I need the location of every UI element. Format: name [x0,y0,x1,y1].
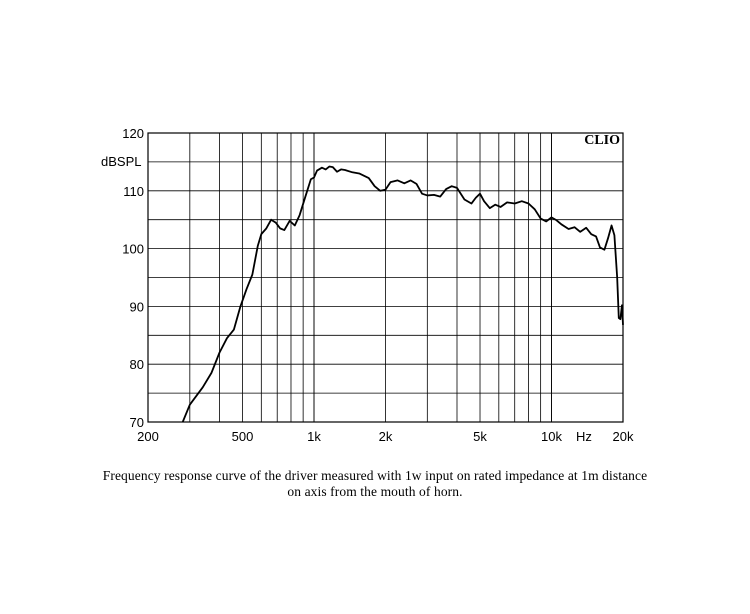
x-tick-labels: 200 500 1k 2k 5k 10k 20k [137,429,634,444]
x-tick-label: 1k [307,429,321,444]
y-tick-label: 90 [130,299,144,314]
plot-frame [147,132,624,423]
y-axis-label: dBSPL [101,154,141,169]
clio-badge: CLIO [584,133,620,148]
y-tick-label: 70 [130,415,144,430]
x-tick-label: 500 [232,429,254,444]
y-tick-labels: 70 80 90 100 110 120 [122,126,144,430]
x-tick-label: 2k [379,429,393,444]
grid [148,133,623,422]
y-tick-label: 120 [122,126,144,141]
x-tick-label: 5k [473,429,487,444]
caption-line-1: Frequency response curve of the driver m… [102,468,648,483]
x-tick-label: 20k [613,429,634,444]
response-curve [181,165,624,423]
figure-caption: Frequency response curve of the driver m… [75,468,675,500]
x-unit-label: Hz [576,429,592,444]
y-tick-label: 80 [130,357,144,372]
x-tick-label: 200 [137,429,159,444]
y-tick-label: 110 [123,184,144,199]
y-tick-label: 100 [122,242,144,257]
x-tick-label: 10k [541,429,562,444]
caption-line-2: on axis from the mouth of horn. [287,484,463,499]
